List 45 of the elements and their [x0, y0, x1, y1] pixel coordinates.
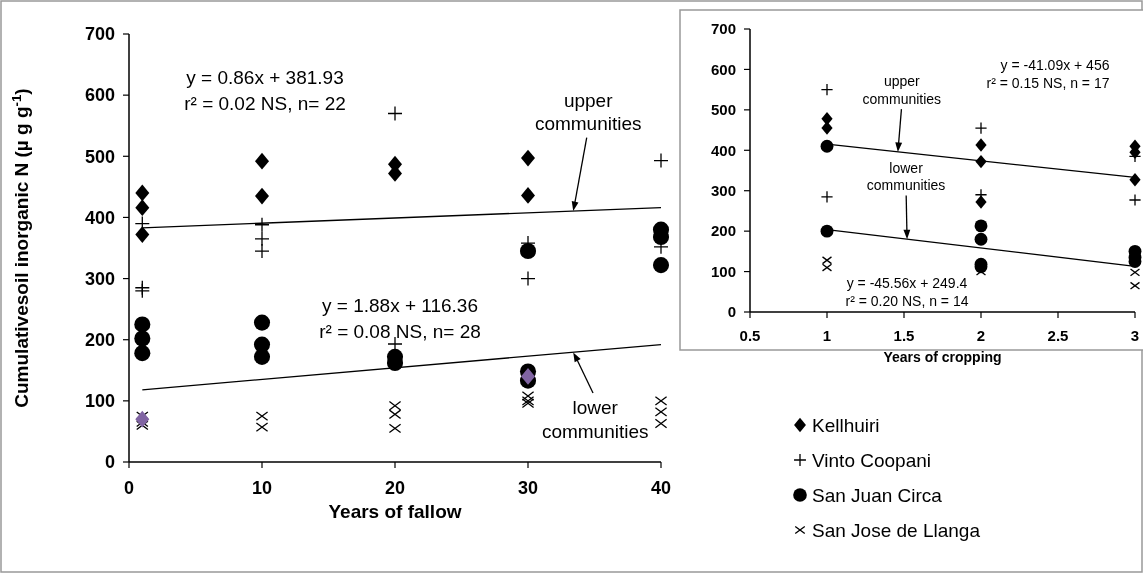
y-tick-label: 0: [727, 303, 736, 321]
legend-label: San Juan Circa: [812, 484, 943, 506]
y-tick-label: 100: [710, 262, 736, 280]
annotation: y = -41.09x + 456: [1000, 57, 1110, 73]
y-tick-label: 400: [710, 141, 736, 159]
y-tick-label: 500: [84, 146, 115, 167]
x-tick-label: 10: [251, 478, 273, 498]
annotation: y = 1.88x + 116.36: [322, 295, 478, 316]
y-tick-label: 100: [84, 391, 115, 412]
annotation: upper communities: [534, 89, 642, 135]
x-tick-label: 3: [1130, 327, 1140, 344]
x-tick-label: 0: [123, 478, 135, 498]
annotation: r² = 0.08 NS, n= 28: [319, 321, 481, 342]
x-axis-title: Years of cropping: [883, 349, 1002, 365]
annotation: r² = 0.15 NS, n = 17: [986, 75, 1110, 91]
y-tick-label: 300: [84, 268, 115, 289]
y-tick-label: 0: [104, 452, 115, 473]
annotation: r² = 0.20 NS, n = 14: [845, 293, 969, 309]
y-tick-label: 700: [710, 20, 736, 38]
legend-label: Vinto Coopani: [812, 449, 932, 471]
x-tick-label: 40: [650, 478, 672, 498]
y-tick-label: 600: [84, 85, 115, 106]
y-tick-label: 700: [84, 24, 115, 45]
x-tick-label: 1.5: [893, 327, 915, 344]
y-tick-label: 400: [84, 207, 115, 228]
x-tick-label: 0.5: [739, 327, 761, 344]
y-tick-label: 200: [710, 222, 736, 240]
x-axis-title: Years of fallow: [328, 501, 462, 522]
legend-label: Kellhuiri: [812, 414, 880, 436]
y-tick-label: 200: [84, 330, 115, 351]
x-tick-label: 20: [384, 478, 406, 498]
legend-label: San Jose de Llanga: [812, 519, 981, 541]
x-tick-label: 2: [976, 327, 986, 344]
annotation: y = -45.56x + 249.4: [846, 275, 968, 291]
annotation: r² = 0.02 NS, n= 22: [184, 93, 346, 114]
y-tick-label: 300: [710, 181, 736, 199]
x-tick-label: 2.5: [1047, 327, 1069, 344]
annotation: lower communities: [866, 159, 946, 194]
annotation: lower communities: [541, 397, 649, 443]
y-tick-label: 500: [710, 101, 736, 119]
annotation: upper communities: [862, 73, 942, 107]
x-tick-label: 1: [822, 327, 832, 344]
annotation: y = 0.86x + 381.93: [186, 67, 344, 88]
y-tick-label: 600: [710, 60, 736, 78]
x-tick-label: 30: [517, 478, 539, 498]
